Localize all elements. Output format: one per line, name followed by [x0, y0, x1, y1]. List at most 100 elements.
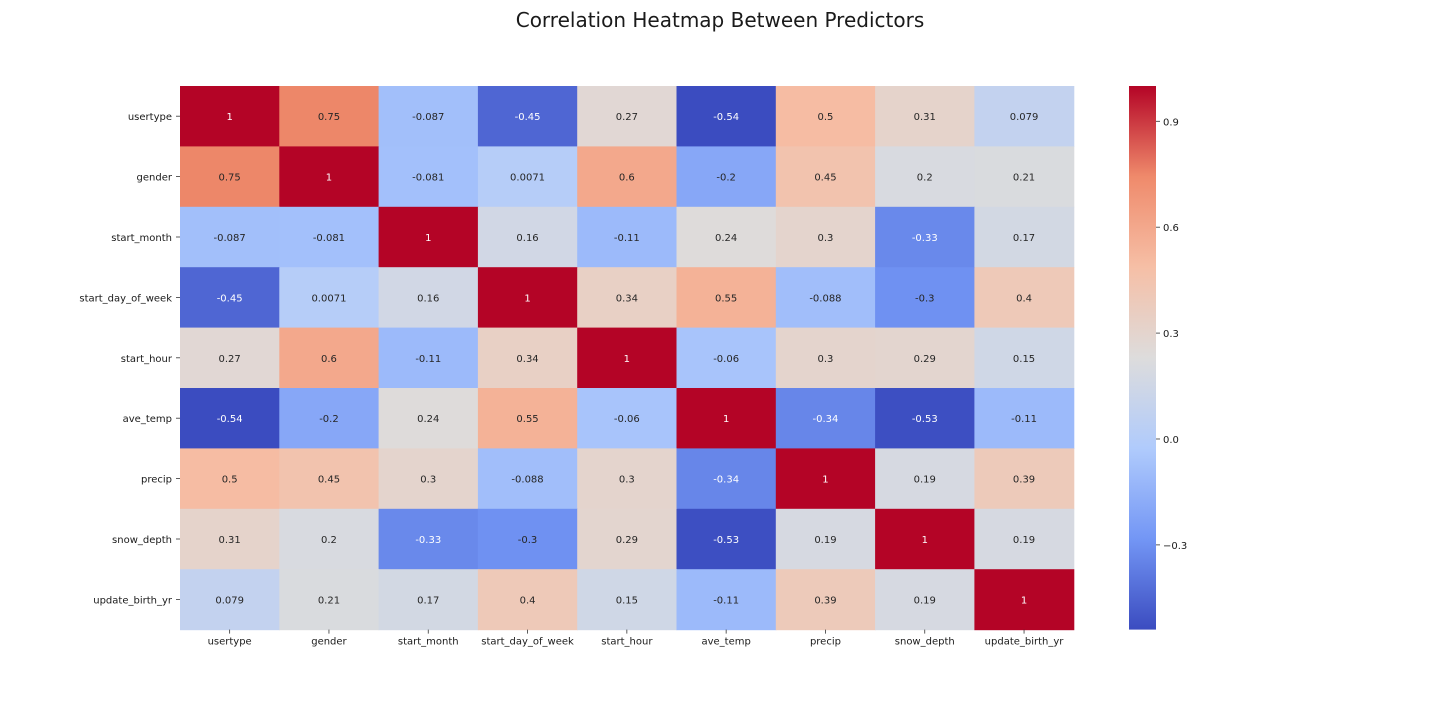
heatmap-cell: [378, 569, 479, 631]
cell-annotation: -0.11: [415, 354, 441, 365]
y-tick-label: update_birth_yr: [93, 595, 173, 606]
cell-annotation: -0.11: [1011, 414, 1037, 425]
cell-annotation: 0.24: [715, 233, 737, 244]
heatmap-cell: [180, 569, 280, 631]
heatmap-cell: [875, 327, 975, 389]
heatmap-cell: [775, 86, 876, 147]
cell-annotation: 0.75: [318, 112, 340, 123]
x-tick-label: ave_temp: [701, 637, 750, 648]
heatmap-cell: [775, 508, 876, 570]
cell-annotation: 0.19: [914, 595, 936, 606]
cell-annotation: 0.6: [321, 354, 337, 365]
cell-annotation: -0.088: [809, 293, 841, 304]
heatmap-cell: [180, 267, 280, 329]
heatmap-cell: [875, 267, 975, 329]
heatmap-cell: [775, 388, 876, 449]
heatmap-cell: [676, 448, 777, 510]
colorbar-tick-label: 0.9: [1163, 117, 1179, 128]
colorbar-tick-label: −0.3: [1163, 541, 1187, 552]
heatmap-cell: [676, 327, 777, 389]
cell-annotation: 0.24: [417, 414, 439, 425]
colorbar: 0.9 0.6 0.3 0.0 −0.3: [1129, 86, 1187, 630]
heatmap-cell: [477, 388, 578, 449]
heatmap-cell: [875, 448, 975, 510]
cell-annotation: -0.3: [915, 293, 935, 304]
cell-annotation: -0.11: [713, 595, 739, 606]
cell-annotation: 0.2: [917, 173, 933, 184]
heatmap-cell: [577, 206, 678, 268]
cell-annotation: -0.087: [412, 112, 444, 123]
cell-annotation: 1: [1021, 595, 1027, 606]
cell-annotation: 0.3: [817, 233, 833, 244]
cell-annotation: 0.2: [321, 535, 337, 546]
x-tick-labels: usertype gender start_month start_day_of_we…: [208, 629, 1064, 648]
cell-annotation: 0.29: [616, 535, 638, 546]
heatmap-cell: [676, 569, 777, 631]
heatmap-cell: [378, 146, 479, 208]
heatmap-cell: [974, 146, 1075, 208]
heatmap-cell: [279, 327, 380, 389]
colorbar-tick-label: 0.6: [1163, 223, 1179, 234]
heatmap-cell: [577, 388, 678, 449]
heatmap-cell: [577, 569, 678, 631]
heatmap-cell: [775, 146, 876, 208]
heatmap-cell: [477, 448, 578, 510]
cell-annotation: 0.0071: [311, 293, 346, 304]
heatmap-cell: [279, 508, 380, 570]
cell-annotation: -0.3: [518, 535, 538, 546]
heatmap-cell: [775, 206, 876, 268]
heatmap-cell: [477, 206, 578, 268]
heatmap-cell: [378, 388, 479, 449]
cell-annotation: -0.06: [614, 414, 640, 425]
heatmap-cell: [676, 86, 777, 147]
cell-annotation: 0.3: [817, 354, 833, 365]
cell-annotation: 1: [226, 112, 232, 123]
cell-annotation: 0.19: [1013, 535, 1035, 546]
cell-annotation: -0.2: [716, 173, 736, 184]
heatmap-cell: [180, 388, 280, 449]
heatmap-cell: [676, 508, 777, 570]
heatmap-cell: [180, 86, 280, 147]
cell-annotation: -0.34: [713, 475, 739, 486]
cell-annotation: 1: [425, 233, 431, 244]
cell-annotation: 0.15: [1013, 354, 1035, 365]
heatmap-cell: [279, 267, 380, 329]
y-tick-label: start_day_of_week: [79, 293, 172, 304]
y-tick-label: gender: [137, 173, 173, 184]
colorbar-tick-label: 0.3: [1163, 329, 1179, 340]
heatmap-cell: [378, 206, 479, 268]
heatmap-cell: [477, 508, 578, 570]
cell-annotation: 0.17: [417, 595, 439, 606]
heatmap-cell: [974, 388, 1075, 449]
heatmap-cell: [875, 206, 975, 268]
heatmap-cell: [974, 267, 1075, 329]
cell-annotation: 0.55: [715, 293, 737, 304]
heatmap-cell: [477, 146, 578, 208]
cell-annotation: 0.45: [814, 173, 836, 184]
heatmap-cell: [477, 267, 578, 329]
y-tick-labels: usertype gender start_month start_day_of_we…: [79, 112, 180, 606]
cell-annotation: 0.45: [318, 475, 340, 486]
cell-annotation: 0.39: [814, 595, 836, 606]
heatmap-cell: [180, 508, 280, 570]
cell-annotation: -0.45: [217, 293, 243, 304]
cell-annotation: 1: [822, 475, 828, 486]
cell-annotation: -0.53: [713, 535, 739, 546]
x-tick-label: snow_depth: [895, 637, 955, 648]
heatmap-cell: [180, 146, 280, 208]
cell-annotation: -0.34: [813, 414, 839, 425]
cell-annotation: 0.17: [1013, 233, 1035, 244]
cell-annotation: 1: [624, 354, 630, 365]
cell-annotation: 1: [326, 173, 332, 184]
cell-annotation: 0.3: [420, 475, 436, 486]
colorbar-gradient: [1129, 86, 1156, 630]
cell-annotation: 0.21: [318, 595, 340, 606]
heatmap-cell: [875, 86, 975, 147]
cell-annotation: 0.4: [520, 595, 536, 606]
heatmap-cell: [180, 206, 280, 268]
heatmap-cell: [577, 448, 678, 510]
cell-annotation: -0.087: [214, 233, 246, 244]
x-tick-label: usertype: [208, 637, 252, 648]
cell-annotation: 0.55: [516, 414, 538, 425]
y-tick-label: snow_depth: [112, 535, 172, 546]
